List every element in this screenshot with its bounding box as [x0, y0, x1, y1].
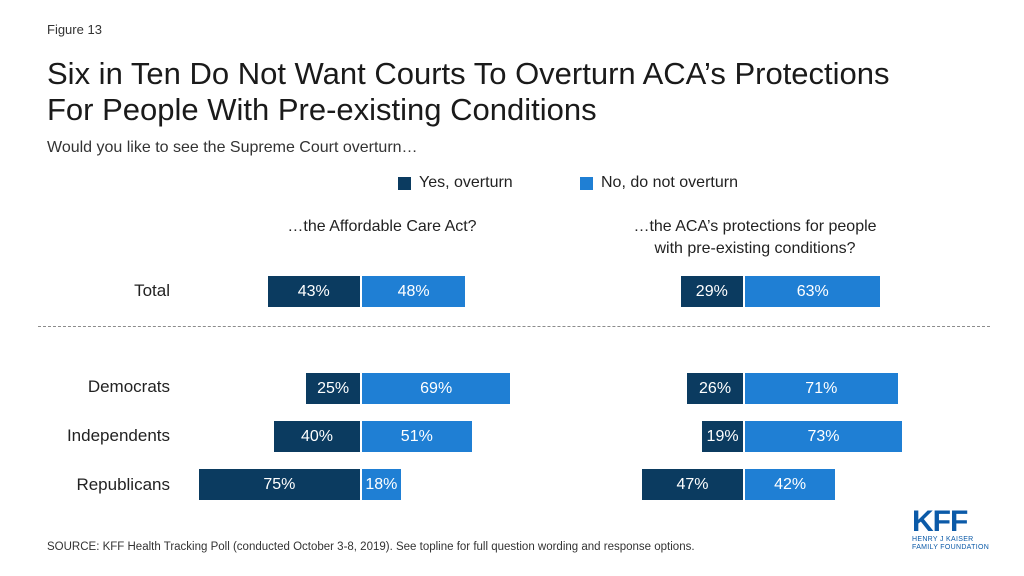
- panel-title-preexisting-line-1: …the ACA’s protections for people: [633, 218, 877, 235]
- bar-yes-republicans-panel1: 75%: [198, 469, 360, 500]
- chart-subtitle: Would you like to see the Supreme Court …: [47, 139, 418, 156]
- kff-logo-line-2: FAMILY FOUNDATION: [912, 544, 990, 551]
- bar-yes-independents-panel1: 40%: [274, 421, 360, 452]
- panel-title-preexisting: …the ACA’s protections for people with p…: [590, 216, 920, 260]
- source-note: SOURCE: KFF Health Tracking Poll (conduc…: [47, 541, 695, 553]
- title-line-1: Six in Ten Do Not Want Courts To Overtur…: [47, 56, 890, 91]
- bar-no-democrats-panel1: 69%: [362, 373, 511, 404]
- legend: Yes, overturn No, do not overturn: [0, 174, 1024, 196]
- row-label-republicans: Republicans: [76, 475, 170, 494]
- panel-title-aca: …the Affordable Care Act?: [287, 218, 477, 235]
- bar-yes-democrats-panel1: 25%: [306, 373, 360, 404]
- panel-title-preexisting-line-2: with pre-existing conditions?: [654, 240, 856, 257]
- row-label-independents: Independents: [66, 426, 170, 445]
- bar-no-total-panel2: 63%: [745, 276, 881, 307]
- kff-logo-line-1: HENRY J KAISER: [912, 536, 974, 543]
- legend-swatch-yes: [398, 176, 411, 190]
- bar-yes-independents-panel2: 19%: [702, 421, 743, 452]
- title-line-2: For People With Pre-existing Conditions: [47, 92, 597, 127]
- kff-logo: KFF HENRY J KAISER FAMILY FOUNDATION: [912, 505, 992, 552]
- bar-no-republicans-panel2: 42%: [745, 469, 836, 500]
- bar-yes-total-panel2: 29%: [680, 276, 743, 307]
- bar-no-independents-panel2: 73%: [745, 421, 902, 452]
- bar-no-independents-panel1: 51%: [362, 421, 472, 452]
- row-label-total: Total: [134, 281, 170, 300]
- bar-yes-republicans-panel2: 47%: [641, 469, 743, 500]
- bar-no-total-panel1: 48%: [362, 276, 466, 307]
- legend-item-yes: Yes, overturn: [398, 174, 513, 192]
- kff-logo-mark: KFF: [912, 505, 968, 538]
- total-divider: [38, 326, 990, 327]
- legend-label-no: No, do not overturn: [601, 174, 738, 191]
- legend-swatch-no: [580, 176, 593, 190]
- bar-yes-total-panel1: 43%: [267, 276, 360, 307]
- row-label-democrats: Democrats: [87, 377, 170, 396]
- chart-title: Six in Ten Do Not Want Courts To Overtur…: [47, 56, 987, 128]
- bar-no-republicans-panel1: 18%: [362, 469, 401, 500]
- legend-label-yes: Yes, overturn: [419, 174, 513, 191]
- legend-item-no: No, do not overturn: [580, 174, 738, 192]
- bar-yes-democrats-panel2: 26%: [687, 373, 743, 404]
- bar-no-democrats-panel2: 71%: [745, 373, 898, 404]
- figure-label: Figure 13: [47, 22, 102, 37]
